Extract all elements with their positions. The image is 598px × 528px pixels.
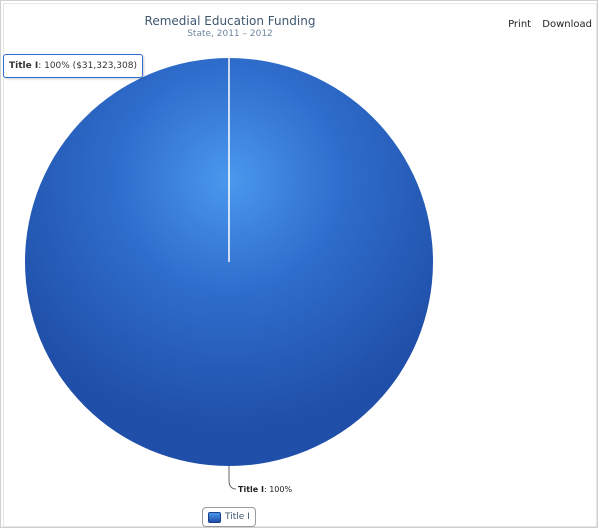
print-button[interactable]: Print — [508, 19, 532, 30]
data-label-connector — [228, 466, 237, 490]
legend-label: Title I — [225, 512, 250, 522]
data-label-name: Title I — [238, 485, 264, 494]
chart-subtitle: State, 2011 – 2012 — [187, 29, 273, 39]
legend-item-title-i[interactable]: Title I — [202, 507, 256, 527]
tooltip-series-name: Title I — [9, 61, 39, 71]
slice-tooltip: Title I: 100% ($31,323,308) — [3, 54, 143, 78]
tooltip-value: : 100% ($31,323,308) — [38, 61, 137, 71]
data-label-value: : 100% — [264, 485, 293, 494]
legend-swatch — [208, 511, 221, 523]
chart-plot-border — [3, 3, 597, 527]
chart-toolbar: Print Download — [500, 19, 592, 30]
download-button[interactable]: Download — [542, 19, 592, 30]
chart-title: Remedial Education Funding — [144, 14, 316, 28]
data-label: Title I: 100% — [238, 485, 292, 494]
